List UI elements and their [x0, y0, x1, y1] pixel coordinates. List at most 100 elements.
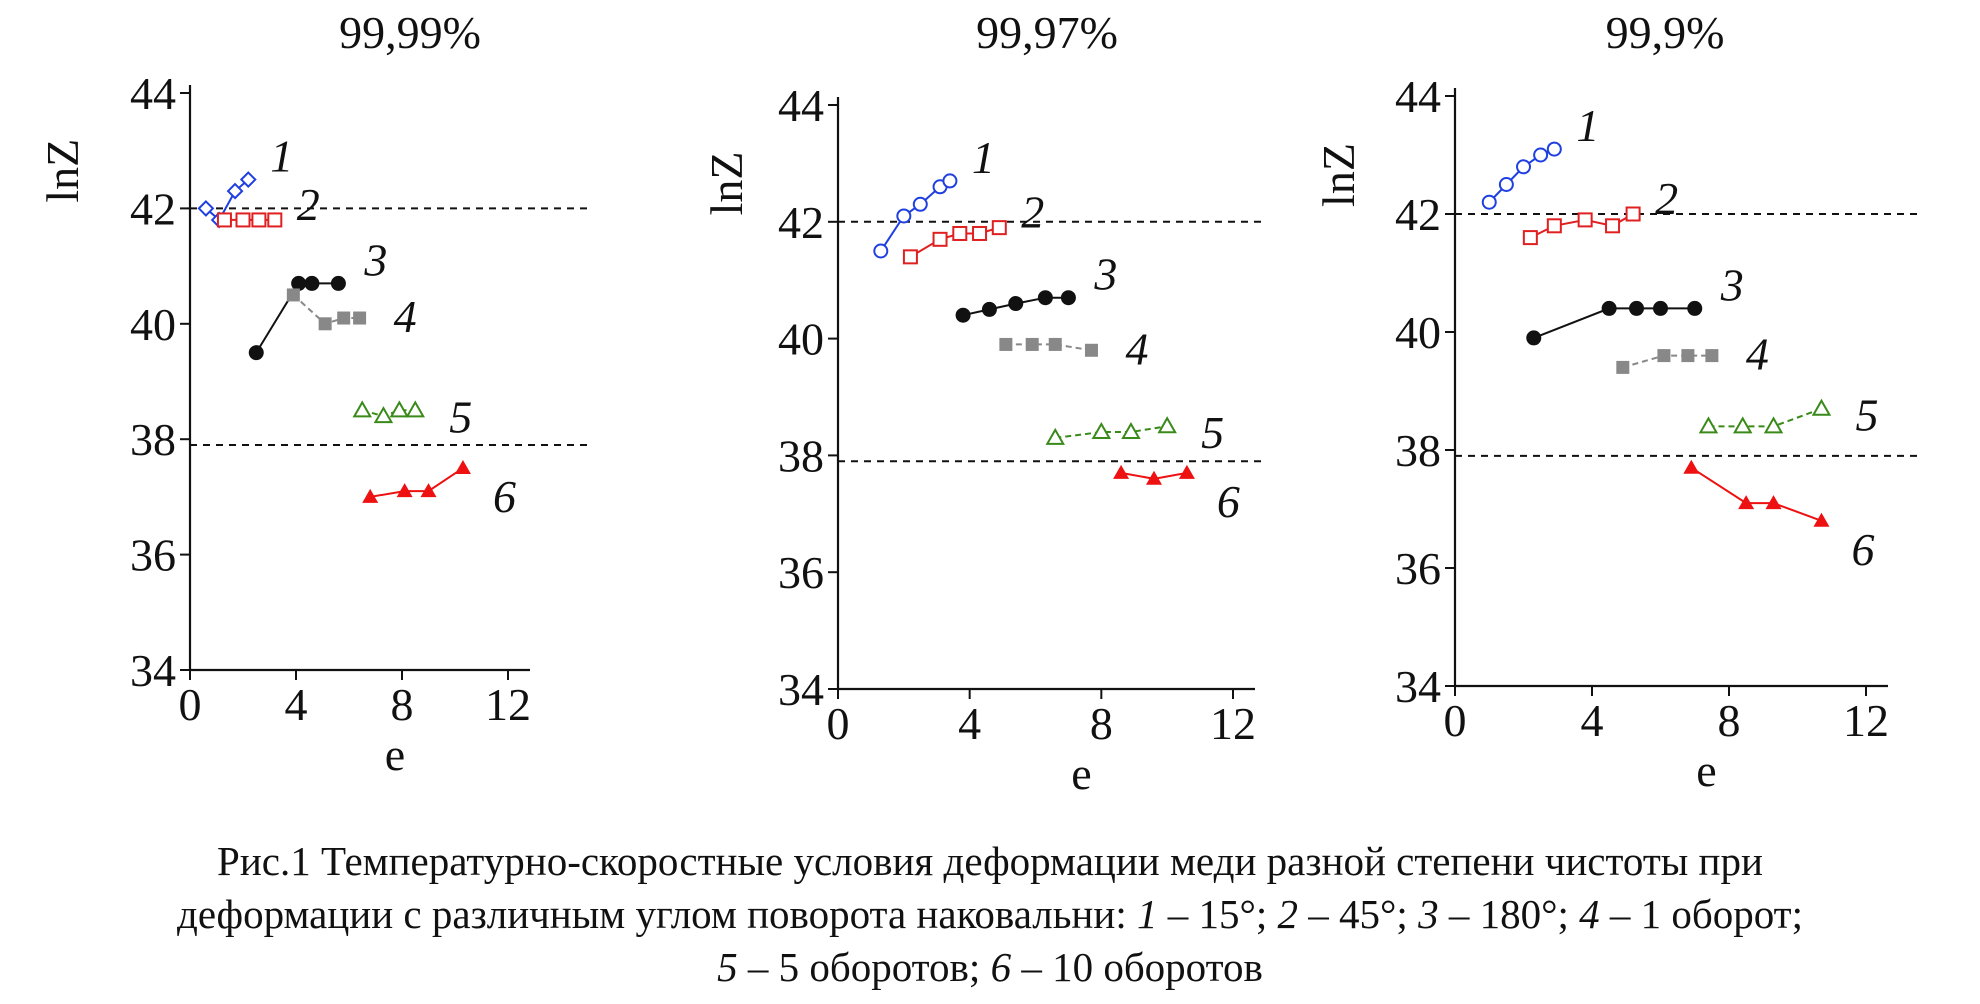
y-tick-label: 42 — [1395, 189, 1441, 240]
y-tick-label: 36 — [778, 547, 824, 598]
data-point — [1516, 159, 1531, 175]
data-point — [1146, 470, 1162, 485]
series-label: 2 — [297, 179, 320, 230]
data-point — [1601, 300, 1617, 316]
caption-number-3: 3 — [1418, 891, 1439, 937]
y-tick-label: 42 — [778, 197, 824, 248]
data-point — [1178, 464, 1195, 479]
series-line — [1055, 425, 1168, 439]
data-point — [942, 173, 958, 189]
data-point — [216, 212, 232, 228]
data-point — [1683, 459, 1700, 474]
y-tick-label: 40 — [778, 314, 824, 365]
data-point — [1084, 343, 1098, 357]
data-point — [1605, 218, 1621, 234]
y-tick-label: 44 — [130, 68, 176, 119]
series-line — [1005, 343, 1092, 352]
data-point — [420, 483, 437, 498]
data-point — [1157, 416, 1177, 434]
series-4: 4 — [286, 288, 417, 342]
y-tick-label: 38 — [778, 430, 824, 481]
data-point — [235, 212, 251, 228]
caption-line-1: Рис.1 Температурно-скоростные условия де… — [217, 838, 1763, 884]
series-label: 6 — [1851, 524, 1874, 575]
data-point — [1653, 300, 1668, 316]
series-label: 5 — [1201, 407, 1224, 458]
x-tick-label: 8 — [391, 679, 414, 730]
data-point — [1657, 349, 1671, 363]
series-label: 5 — [1855, 390, 1878, 441]
series-3: 3 — [248, 234, 387, 361]
data-point — [896, 208, 912, 224]
data-point — [999, 337, 1013, 351]
data-point — [454, 460, 471, 475]
x-tick-label: 0 — [827, 698, 850, 749]
data-point — [1546, 218, 1562, 234]
caption-text: – 10 оборотов — [1011, 944, 1263, 990]
data-point — [337, 311, 351, 325]
panel-title: 99,9% — [1606, 7, 1725, 58]
data-point — [362, 488, 379, 503]
y-tick-label: 38 — [1395, 425, 1441, 476]
data-point — [955, 307, 971, 323]
caption-number-2: 2 — [1277, 891, 1299, 937]
y-axis-label: lnZ — [37, 139, 88, 203]
series-5: 5 — [1698, 390, 1878, 441]
data-point — [267, 212, 283, 228]
y-tick-label: 44 — [778, 80, 824, 131]
series-3: 3 — [1526, 259, 1744, 346]
y-axis-label: lnZ — [701, 151, 752, 215]
series-3: 3 — [955, 249, 1117, 323]
data-point — [239, 171, 257, 188]
series-6: 6 — [1683, 459, 1874, 575]
y-tick-label: 40 — [130, 299, 176, 350]
caption-text: – 1 оборот; — [1599, 891, 1803, 937]
caption-number-5: 5 — [717, 944, 738, 990]
series-label: 3 — [1093, 249, 1117, 300]
series-2: 2 — [1522, 173, 1678, 246]
x-tick-label: 12 — [485, 679, 531, 730]
caption-text: деформации с различным углом поворота на… — [176, 891, 1137, 937]
series-label: 1 — [270, 131, 293, 182]
series-label: 6 — [1217, 476, 1240, 527]
series-line — [205, 178, 249, 222]
data-point — [248, 345, 264, 361]
data-point — [1113, 464, 1130, 479]
data-point — [1738, 495, 1755, 510]
series-2: 2 — [902, 187, 1044, 265]
data-point — [1037, 290, 1053, 306]
data-point — [1625, 206, 1641, 222]
y-axis-label: lnZ — [1313, 143, 1364, 207]
series-6: 6 — [1113, 464, 1240, 527]
data-point — [1025, 337, 1039, 351]
data-point — [1629, 300, 1645, 316]
series-label: 6 — [493, 471, 516, 522]
series-2: 2 — [216, 179, 320, 230]
data-point — [1765, 495, 1782, 510]
series-line — [1622, 354, 1712, 369]
data-point — [373, 406, 394, 424]
series-line — [1690, 466, 1822, 522]
panel-title: 99,97% — [976, 7, 1118, 58]
x-tick-label: 8 — [1090, 698, 1113, 749]
series-4: 4 — [999, 323, 1148, 374]
data-point — [1498, 177, 1514, 192]
data-point — [318, 317, 332, 331]
data-point — [1008, 296, 1024, 312]
data-point — [1522, 230, 1538, 246]
data-point — [286, 288, 300, 302]
data-point — [304, 275, 320, 291]
y-tick-label: 34 — [778, 664, 824, 715]
data-point — [952, 225, 968, 241]
x-axis-label: e — [1071, 748, 1091, 799]
data-point — [1705, 349, 1719, 363]
caption-text: – 45°; — [1298, 891, 1419, 937]
data-point — [389, 400, 410, 418]
series-line — [292, 294, 360, 325]
data-point — [396, 483, 413, 498]
x-tick-label: 4 — [958, 698, 981, 749]
x-tick-label: 0 — [179, 679, 202, 730]
